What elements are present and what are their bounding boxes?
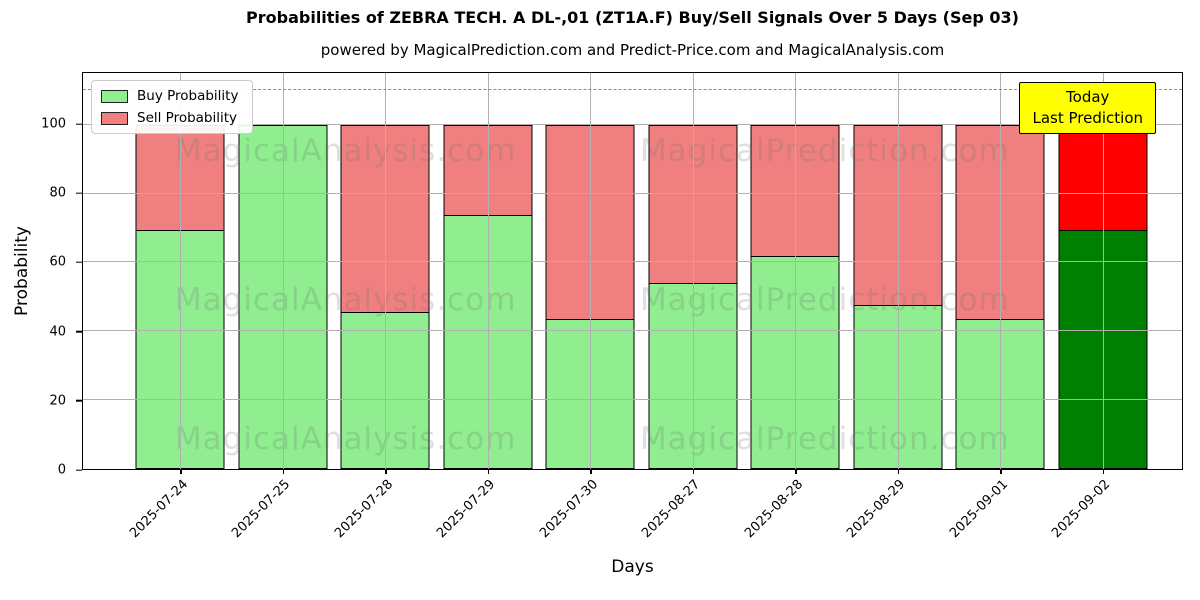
y-tick-mark-80 <box>76 192 82 194</box>
x-tick-mark-2025-09-01 <box>1000 469 1002 474</box>
buy-swatch-icon <box>101 89 128 103</box>
x-tick-label-2025-07-25: 2025-07-25 <box>229 477 294 542</box>
watermark-prediction-row1: MagicalPrediction.com <box>639 132 1010 169</box>
hgridline-60 <box>83 261 1182 263</box>
vgridline-2025-09-01 <box>1000 73 1002 469</box>
bar-slot-2025-08-27: 2025-08-27 <box>639 73 745 541</box>
bar-slot-2025-09-01: 2025-09-01 <box>947 73 1052 541</box>
legend-label-sell: Sell Probability <box>137 110 238 126</box>
today-annotation-line1: Today <box>1066 88 1110 106</box>
bar-slot-2025-08-29: 2025-08-29 <box>844 73 950 541</box>
y-tick-mark-20 <box>76 400 82 402</box>
x-tick-label-2025-07-29: 2025-07-29 <box>434 477 499 542</box>
y-tick-mark-40 <box>76 330 82 333</box>
x-tick-mark-2025-07-29 <box>487 469 490 474</box>
vgridline-2025-07-29 <box>487 73 489 469</box>
vgridline-2025-08-27 <box>692 73 694 469</box>
y-tick-mark-60 <box>76 261 82 264</box>
bar-slot-2025-07-30: 2025-07-30 <box>537 73 642 541</box>
hgridline-100 <box>83 123 1182 125</box>
bar-slot-2025-07-29: 2025-07-29 <box>434 73 540 541</box>
x-tick-mark-2025-09-02 <box>1102 469 1105 474</box>
vgridline-2025-07-30 <box>590 73 592 469</box>
threshold-dashed-line <box>83 89 1182 91</box>
watermark-analysis-row3: MagicalAnalysis.com <box>174 421 517 458</box>
vgridline-2025-08-28 <box>795 73 797 469</box>
vgridline-2025-07-24 <box>180 73 182 469</box>
plot-area: 2025-07-24 2025-07-25 2025-07-28 2025-07-29… <box>82 72 1183 541</box>
x-tick-mark-2025-08-29 <box>897 469 900 474</box>
y-axis: 0 20 40 60 80 100 <box>0 72 82 478</box>
x-tick-label-2025-07-30: 2025-07-30 <box>536 477 601 542</box>
x-tick-label-2025-07-28: 2025-07-28 <box>331 477 396 542</box>
legend: Buy Probability Sell Probability <box>91 80 254 134</box>
sell-swatch-icon <box>101 111 128 125</box>
y-tick-mark-0 <box>76 469 82 471</box>
y-tick-mark-100 <box>76 123 82 125</box>
x-tick-label-2025-08-27: 2025-08-27 <box>639 477 704 542</box>
bar-slot-2025-09-02: 2025-09-02 <box>1049 73 1155 541</box>
vgridline-2025-07-25 <box>282 73 284 469</box>
x-tick-mark-2025-07-28 <box>385 469 387 474</box>
legend-label-buy: Buy Probability <box>137 88 239 104</box>
x-tick-label-2025-08-28: 2025-08-28 <box>741 477 806 542</box>
x-tick-label-2025-08-29: 2025-08-29 <box>844 477 909 542</box>
legend-item-sell: Sell Probability <box>101 110 238 126</box>
hgridline-40 <box>83 330 1182 332</box>
y-tick-label-0: 0 <box>57 462 66 478</box>
y-tick-label-20: 20 <box>49 393 66 409</box>
watermark-prediction-row3: MagicalPrediction.com <box>639 421 1010 458</box>
today-annotation-line2: Last Prediction <box>1032 109 1143 127</box>
x-tick-mark-2025-07-30 <box>590 469 592 474</box>
bar-slot-2025-07-25: 2025-07-25 <box>229 73 335 541</box>
chart-subtitle: powered by MagicalPrediction.com and Pre… <box>320 41 945 59</box>
vgridline-2025-09-02 <box>1102 73 1104 469</box>
legend-item-buy: Buy Probability <box>101 88 238 104</box>
x-axis-label: Days <box>611 557 654 577</box>
y-tick-label-100: 100 <box>41 116 66 132</box>
today-annotation: Today Last Prediction <box>1019 82 1156 134</box>
hgridline-80 <box>83 192 1182 194</box>
x-tick-label-2025-07-24: 2025-07-24 <box>126 477 191 542</box>
vgridline-2025-08-29 <box>897 73 899 469</box>
x-tick-mark-2025-07-24 <box>180 469 182 474</box>
x-tick-mark-2025-08-27 <box>692 469 695 474</box>
bar-slot-2025-07-24: 2025-07-24 <box>127 73 232 541</box>
y-tick-label-60: 60 <box>49 254 66 270</box>
y-tick-label-80: 80 <box>49 185 66 201</box>
y-tick-label-40: 40 <box>49 324 66 340</box>
watermark-prediction-row2: MagicalPrediction.com <box>639 281 1010 318</box>
vgridline-2025-07-28 <box>385 73 387 469</box>
bar-slot-2025-07-28: 2025-07-28 <box>332 73 437 541</box>
chart-title: Probabilities of ZEBRA TECH. A DL-,01 (Z… <box>246 8 1019 27</box>
watermark-analysis-row2: MagicalAnalysis.com <box>174 281 517 318</box>
hgridline-20 <box>83 399 1182 401</box>
x-tick-mark-2025-07-25 <box>282 469 285 474</box>
x-tick-mark-2025-08-28 <box>795 469 797 474</box>
x-tick-label-2025-09-01: 2025-09-01 <box>946 477 1011 542</box>
x-tick-label-2025-09-02: 2025-09-02 <box>1049 477 1114 542</box>
bar-slot-2025-08-28: 2025-08-28 <box>742 73 847 541</box>
watermark-analysis-row1: MagicalAnalysis.com <box>174 132 517 169</box>
bars-container: 2025-07-24 2025-07-25 2025-07-28 2025-07-29… <box>83 73 1182 541</box>
